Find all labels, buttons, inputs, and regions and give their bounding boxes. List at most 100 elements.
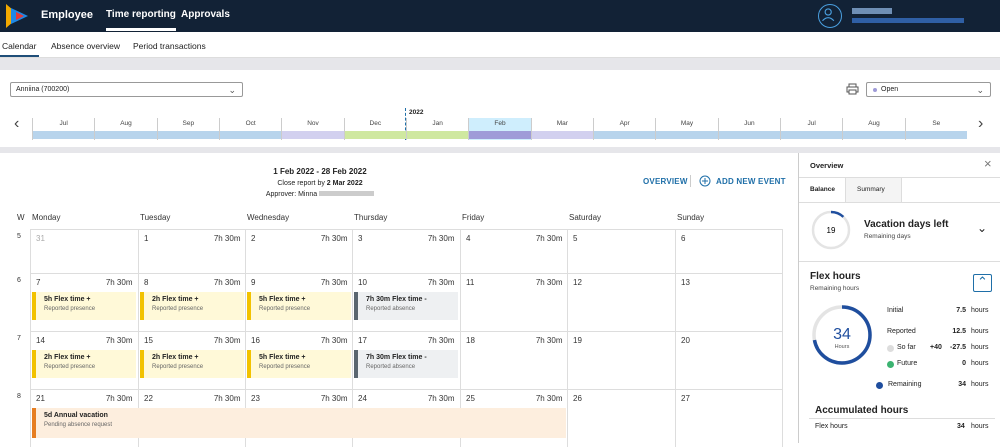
- add-new-event-link[interactable]: ADD NEW EVENT: [716, 177, 786, 186]
- timeline-month[interactable]: Jun: [717, 118, 780, 140]
- timeline-month[interactable]: Jul: [32, 118, 95, 140]
- flex-row-value: 7.5: [956, 307, 966, 314]
- event-card[interactable]: 5h Flex time + Reported presence: [247, 292, 351, 320]
- timeline-month[interactable]: Jul: [780, 118, 843, 140]
- app-name: Employee: [41, 9, 93, 21]
- day-hours: 7h 30m: [535, 234, 563, 243]
- timeline-month-label: Jul: [59, 120, 68, 127]
- day-cell[interactable]: 18 7h 30m: [460, 331, 568, 389]
- day-hours: 7h 30m: [320, 336, 348, 345]
- day-cell[interactable]: 2 7h 30m: [245, 229, 353, 273]
- day-cell[interactable]: 4 7h 30m: [460, 229, 568, 273]
- vacation-sub: Remaining days: [864, 233, 911, 240]
- tab-balance[interactable]: Balance: [799, 178, 846, 202]
- collapse-button[interactable]: ⌃: [973, 274, 992, 292]
- timeline-month-label: Aug: [120, 120, 132, 127]
- nav-time-reporting[interactable]: Time reporting: [106, 9, 176, 31]
- timeline-month[interactable]: Jan: [406, 118, 469, 140]
- close-icon[interactable]: ×: [984, 156, 992, 171]
- timeline-month-bar: [157, 131, 219, 139]
- timeline-month[interactable]: May: [655, 118, 718, 140]
- day-cell[interactable]: 17 7h 30m: [352, 331, 460, 389]
- day-cell[interactable]: 19: [567, 331, 675, 389]
- timeline-year: 2022: [409, 109, 424, 116]
- accumulated-value: 34: [957, 423, 965, 430]
- day-number: 3: [358, 234, 363, 243]
- tab-calendar[interactable]: Calendar: [0, 41, 38, 57]
- day-cell[interactable]: 13: [675, 273, 783, 331]
- timeline-month[interactable]: Oct: [219, 118, 282, 140]
- divider: [690, 175, 691, 187]
- day-number: 10: [358, 278, 367, 287]
- day-cell[interactable]: 16 7h 30m: [245, 331, 353, 389]
- day-number: 31: [36, 234, 45, 243]
- timeline-month[interactable]: Sep: [156, 118, 219, 140]
- event-card[interactable]: 5d Annual vacation Pending absence reques…: [32, 408, 566, 438]
- day-cell[interactable]: 5: [567, 229, 675, 273]
- print-icon[interactable]: [846, 83, 859, 95]
- timeline-month-label: Jul: [807, 120, 816, 127]
- divider: [0, 58, 1000, 70]
- chevron-down-icon[interactable]: ⌄: [977, 221, 988, 235]
- day-cell[interactable]: 8 7h 30m: [138, 273, 246, 331]
- timeline-prev-icon[interactable]: ‹: [14, 115, 20, 132]
- day-cell[interactable]: 15 7h 30m: [138, 331, 246, 389]
- accumulated-unit: hours: [971, 423, 989, 430]
- event-card[interactable]: 2h Flex time + Reported presence: [32, 350, 136, 378]
- nav-approvals[interactable]: Approvals: [181, 9, 230, 20]
- day-cell[interactable]: 11 7h 30m: [460, 273, 568, 331]
- divider: [799, 177, 1000, 178]
- event-card[interactable]: 2h Flex time + Reported presence: [140, 292, 244, 320]
- timeline-month[interactable]: Nov: [281, 118, 344, 140]
- day-cell[interactable]: 26: [567, 389, 675, 447]
- event-card[interactable]: 2h Flex time + Reported presence: [140, 350, 244, 378]
- timeline-month-bar: [781, 131, 843, 139]
- divider: [799, 202, 1000, 203]
- event-card[interactable]: 5h Flex time + Reported presence: [32, 292, 136, 320]
- day-cell[interactable]: 9 7h 30m: [245, 273, 353, 331]
- day-cell[interactable]: 21 7h 30m: [30, 389, 138, 447]
- add-circle-icon[interactable]: [699, 175, 711, 187]
- tab-summary[interactable]: Summary: [846, 178, 902, 202]
- timeline-month-bar: [905, 131, 967, 139]
- day-cell[interactable]: 12: [567, 273, 675, 331]
- timeline-month[interactable]: Dec: [343, 118, 406, 140]
- day-hours: 7h 30m: [320, 394, 348, 403]
- day-hours: 7h 30m: [213, 336, 241, 345]
- event-title: 7h 30m Flex time -: [366, 354, 427, 361]
- day-cell[interactable]: 31: [30, 229, 138, 273]
- status-select[interactable]: Open ⌄: [866, 82, 991, 97]
- day-cell[interactable]: 20: [675, 331, 783, 389]
- timeline-month[interactable]: Aug: [94, 118, 157, 140]
- timeline-month[interactable]: Aug: [842, 118, 905, 140]
- overview-link[interactable]: OVERVIEW: [643, 177, 688, 186]
- event-card[interactable]: 5h Flex time + Reported presence: [247, 350, 351, 378]
- status-dot: [873, 88, 877, 92]
- day-cell[interactable]: 1 7h 30m: [138, 229, 246, 273]
- day-cell[interactable]: 7 7h 30m: [30, 273, 138, 331]
- day-cell[interactable]: 3 7h 30m: [352, 229, 460, 273]
- day-cell[interactable]: 6: [675, 229, 783, 273]
- day-number: 25: [466, 394, 475, 403]
- timeline-next-icon[interactable]: ›: [978, 115, 984, 132]
- user-avatar-icon[interactable]: [818, 4, 842, 28]
- timeline-month[interactable]: Feb: [468, 118, 531, 140]
- tab-period-transactions[interactable]: Period transactions: [133, 41, 206, 51]
- day-cell[interactable]: 27: [675, 389, 783, 447]
- event-card[interactable]: 7h 30m Flex time - Reported absence: [354, 350, 458, 378]
- day-number: 6: [681, 234, 686, 243]
- event-card[interactable]: 7h 30m Flex time - Reported absence: [354, 292, 458, 320]
- tab-absence-overview[interactable]: Absence overview: [51, 41, 120, 51]
- timeline-month-label: Aug: [868, 120, 880, 127]
- timeline-month[interactable]: Mar: [530, 118, 593, 140]
- day-hours: 7h 30m: [105, 394, 133, 403]
- timeline-month[interactable]: Apr: [593, 118, 656, 140]
- day-cell[interactable]: 14 7h 30m: [30, 331, 138, 389]
- day-cell[interactable]: 10 7h 30m: [352, 273, 460, 331]
- timeline-month-label: Se: [932, 120, 941, 127]
- timeline-month[interactable]: Se: [904, 118, 967, 140]
- day-hours: 7h 30m: [427, 336, 455, 345]
- day-number: 23: [251, 394, 260, 403]
- day-header: Friday: [462, 213, 485, 222]
- employee-select[interactable]: Anniina (700200) ⌄: [10, 82, 243, 97]
